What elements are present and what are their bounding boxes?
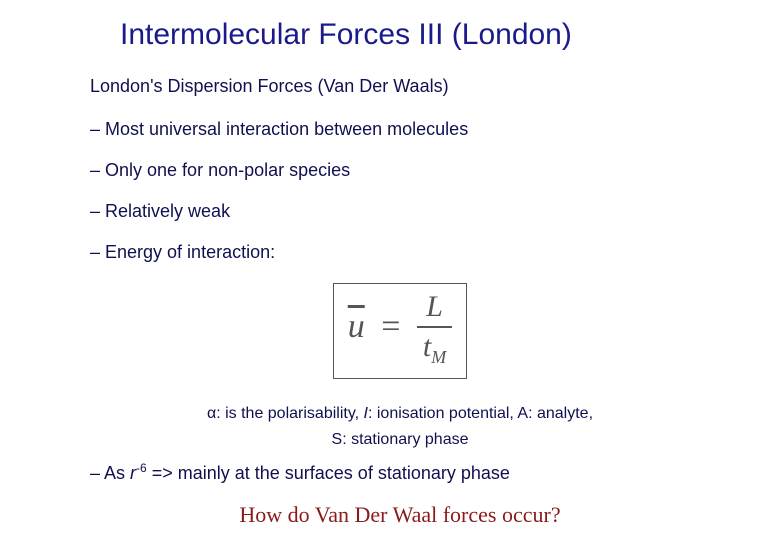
final-rest: => mainly at the surfaces of stationary … bbox=[147, 463, 510, 483]
equation-container: u = L tM bbox=[90, 283, 710, 379]
caption-line-1: α: is the polarisability, I: ionisation … bbox=[90, 405, 710, 423]
bullet-item: – Only one for non-polar species bbox=[90, 160, 710, 181]
equation-denominator: tM bbox=[417, 328, 452, 366]
equation-lhs: u bbox=[348, 308, 365, 345]
bullet-item: – Most universal interaction between mol… bbox=[90, 119, 710, 140]
slide: Intermolecular Forces III (London) Londo… bbox=[0, 0, 780, 540]
caption-alpha-text: α: is the polarisability, bbox=[207, 405, 364, 422]
equation-equals: = bbox=[373, 308, 408, 345]
final-prefix: – As bbox=[90, 463, 130, 483]
question-text: How do Van Der Waal forces occur? bbox=[90, 502, 710, 528]
equation-box: u = L tM bbox=[333, 283, 468, 379]
caption-rest-1: : ionisation potential, A: analyte, bbox=[368, 405, 593, 422]
caption-line-2: S: stationary phase bbox=[90, 431, 710, 449]
final-bullet: – As r-6 => mainly at the surfaces of st… bbox=[90, 461, 710, 484]
equation-numerator: L bbox=[417, 292, 452, 328]
bullet-item: – Energy of interaction: bbox=[90, 242, 710, 263]
bullet-item: – Relatively weak bbox=[90, 201, 710, 222]
equation-denominator-var: t bbox=[423, 330, 431, 363]
final-exponent: -6 bbox=[136, 461, 147, 475]
equation-fraction: L tM bbox=[417, 292, 452, 366]
equation-denominator-sub: M bbox=[431, 347, 446, 367]
slide-subtitle: London's Dispersion Forces (Van Der Waal… bbox=[90, 76, 710, 97]
slide-title: Intermolecular Forces III (London) bbox=[120, 18, 710, 52]
